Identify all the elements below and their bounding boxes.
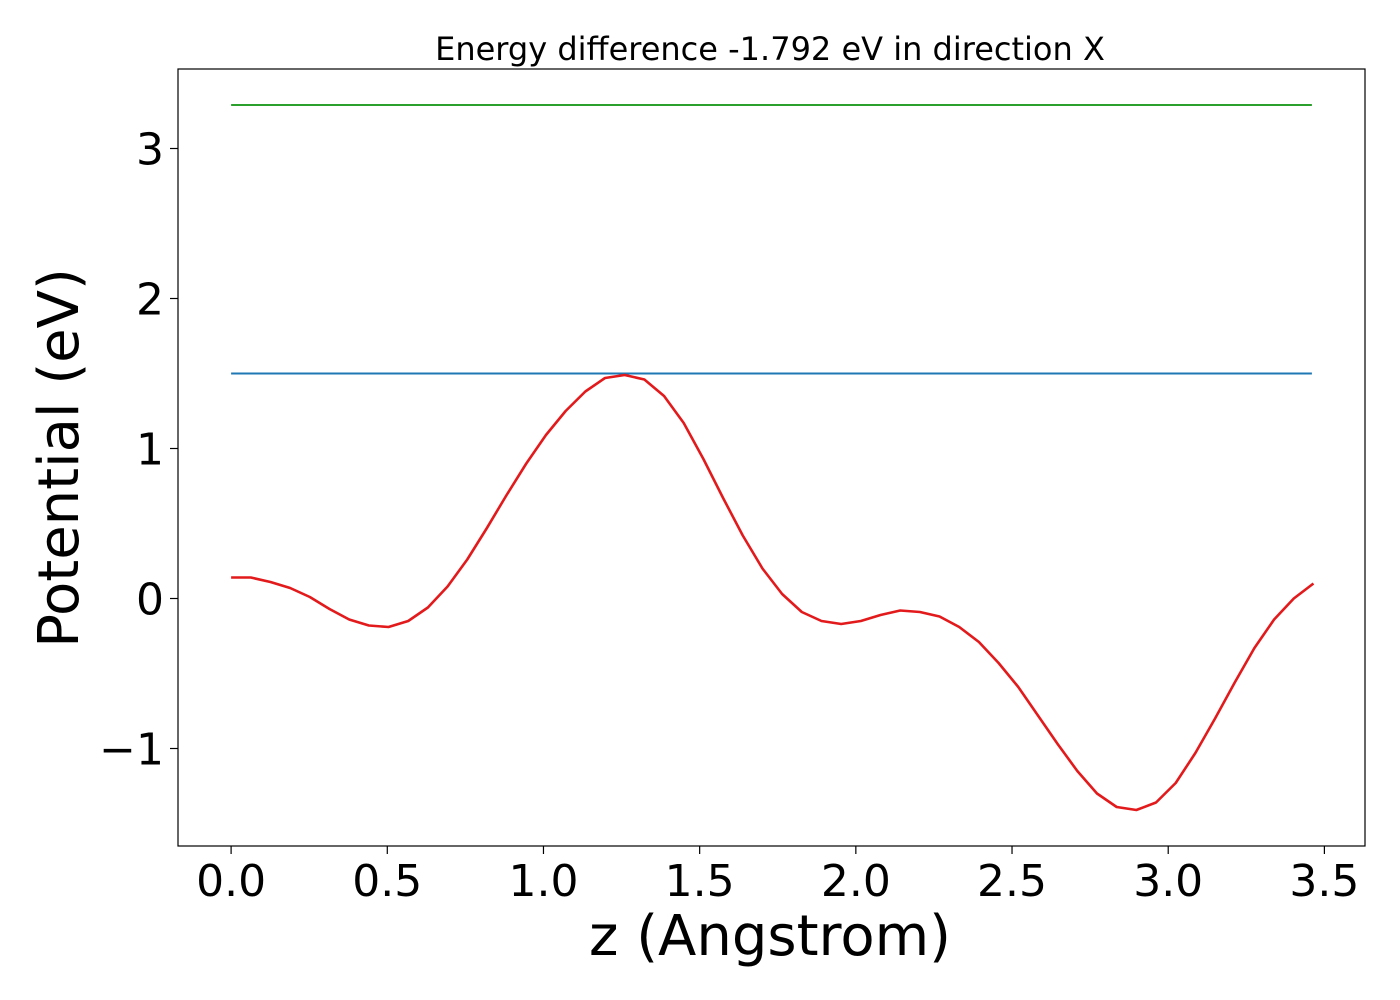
x-tick-label: 3.5 [1289,856,1359,907]
y-tick-label: −1 [99,725,164,776]
y-tick-label: 3 [136,125,164,176]
x-tick-label: 3.0 [1133,856,1203,907]
x-axis-label: z (Angstrom) [589,904,951,969]
x-tick-label: 0.0 [196,856,266,907]
y-tick-label: 1 [136,425,164,476]
chart-title: Energy difference -1.792 eV in direction… [435,30,1105,68]
series-layer [231,104,1315,812]
y-tick-label: 2 [136,275,164,326]
plot-frame [177,68,1366,847]
x-tick-label: 1.0 [508,856,578,907]
x-tick-label: 1.5 [665,856,735,907]
x-tick-label: 0.5 [352,856,422,907]
x-axis: 0.0 0.5 1.0 1.5 2.0 2.5 3.0 3.5 [196,846,1359,907]
y-tick-label: 0 [136,575,164,626]
x-tick-label: 2.0 [821,856,891,907]
y-axis-label: Potential (eV) [27,268,92,648]
x-tick-label: 2.5 [977,856,1047,907]
y-axis: −1 0 1 2 3 [99,125,178,776]
series-line-3 [231,373,1315,812]
